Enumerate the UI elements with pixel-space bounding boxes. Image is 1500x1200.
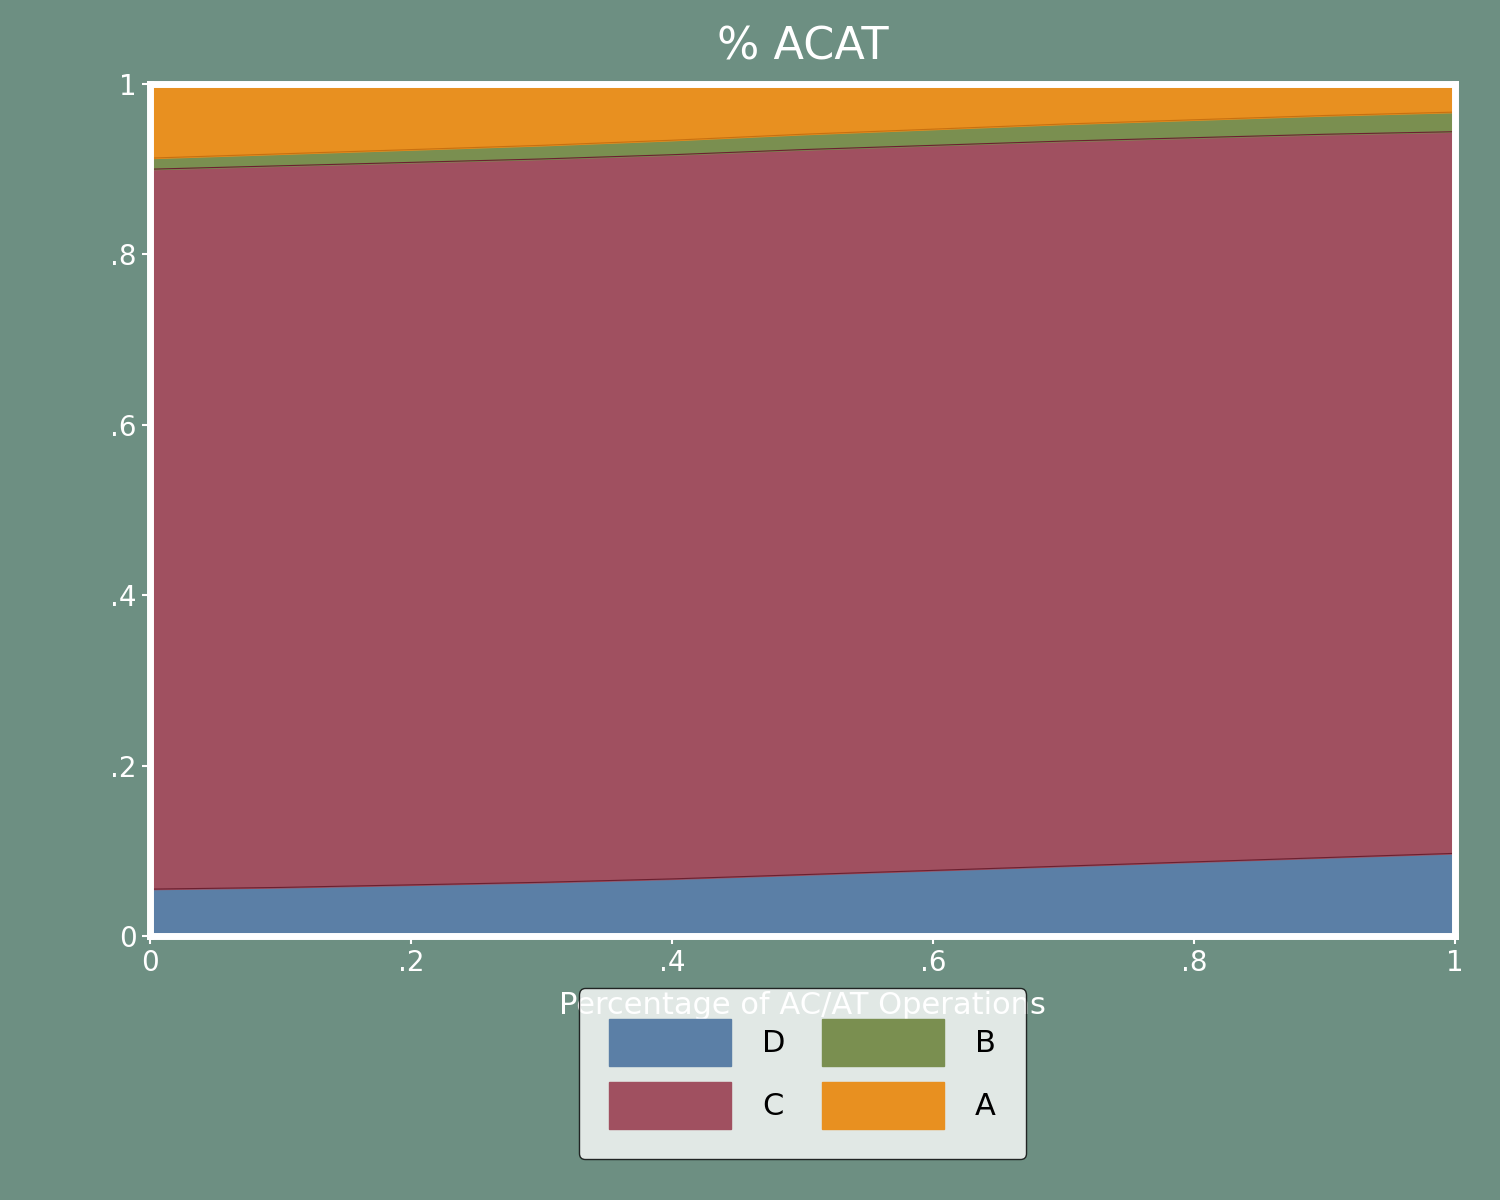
Legend: D, C, B, A: D, C, B, A [579,989,1026,1159]
Title: % ACAT: % ACAT [717,25,888,68]
X-axis label: Percentage of AC/AT Operations: Percentage of AC/AT Operations [560,991,1046,1020]
